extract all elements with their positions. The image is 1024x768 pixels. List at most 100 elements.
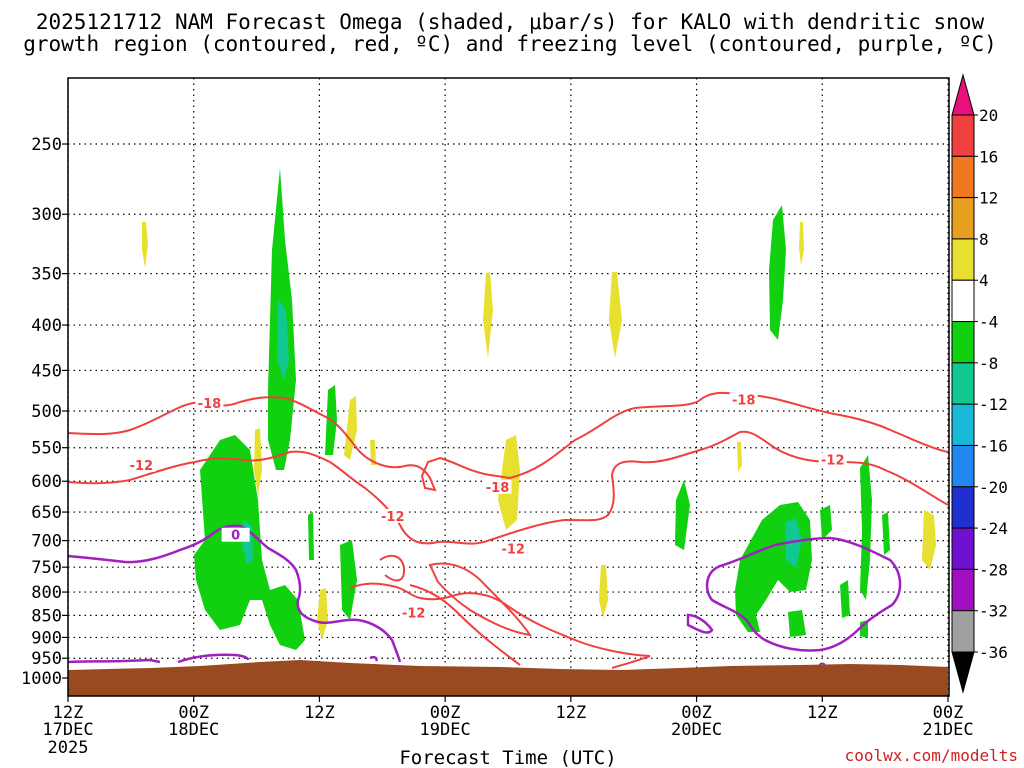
colorbar-bin bbox=[951, 610, 975, 653]
omega-area bbox=[788, 610, 806, 637]
omega-area bbox=[820, 505, 832, 540]
colorbar-bin bbox=[951, 568, 975, 612]
colorbar-bin bbox=[951, 279, 975, 323]
omega-area bbox=[317, 588, 328, 640]
omega-shaded-field bbox=[142, 168, 936, 650]
colorbar-bin bbox=[951, 114, 975, 157]
chart-title-line2: growth region (contoured, red, ºC) and f… bbox=[23, 32, 997, 56]
x-tick-label-date: 18DEC bbox=[168, 720, 219, 740]
contour-label: -12 bbox=[402, 606, 426, 621]
colorbar-bin bbox=[951, 155, 975, 199]
plot-border bbox=[67, 77, 950, 697]
y-tick-label: 600 bbox=[31, 472, 62, 492]
y-tick-label: 950 bbox=[31, 649, 62, 669]
colorbar-bin bbox=[951, 527, 975, 570]
y-tick-label: 450 bbox=[31, 361, 62, 381]
contour-minus12-red bbox=[67, 430, 949, 545]
omega-area bbox=[675, 480, 690, 550]
omega-area bbox=[254, 428, 262, 495]
y-tick-label: 850 bbox=[31, 606, 62, 626]
x-tick-label-date: 17DEC bbox=[42, 720, 93, 740]
contour-label-bg bbox=[399, 605, 428, 620]
colorbar-label: -32 bbox=[979, 602, 1008, 621]
plot-area bbox=[68, 78, 949, 696]
y-tick-label: 650 bbox=[31, 503, 62, 523]
omega-area bbox=[277, 300, 289, 380]
x-axis-title: Forecast Time (UTC) bbox=[399, 747, 616, 768]
colorbar-bin bbox=[951, 321, 975, 364]
omega-area bbox=[344, 396, 357, 460]
omega-area bbox=[142, 222, 148, 268]
x-tick-label-year: 2025 bbox=[48, 738, 89, 758]
colorbar-label: -28 bbox=[979, 560, 1008, 579]
contour-label-bg bbox=[483, 479, 512, 494]
omega-area bbox=[340, 540, 357, 620]
omega-area bbox=[785, 518, 802, 568]
y-tick-label: 500 bbox=[31, 402, 62, 422]
contour-label: -12 bbox=[821, 453, 845, 468]
contour-label: -18 bbox=[486, 481, 510, 496]
temperature-contours bbox=[67, 391, 949, 669]
omega-area bbox=[609, 272, 622, 358]
contour-label-bg bbox=[729, 392, 758, 407]
omega-area bbox=[769, 205, 786, 340]
omega-area bbox=[882, 512, 890, 555]
contour-label: -18 bbox=[732, 394, 756, 409]
contour-label-bg bbox=[378, 508, 407, 523]
omega-area bbox=[860, 455, 872, 600]
colorbar-label: 4 bbox=[979, 271, 989, 290]
x-tick-label-time: 00Z bbox=[681, 703, 712, 723]
contour-label: 0 bbox=[231, 529, 240, 544]
omega-area bbox=[483, 272, 493, 358]
contour-label-bg bbox=[195, 395, 224, 410]
x-tick-label-time: 12Z bbox=[807, 703, 838, 723]
omega-area bbox=[370, 440, 376, 465]
contour-label-bg bbox=[127, 457, 156, 472]
y-tick-label: 550 bbox=[31, 439, 62, 459]
colorbar-bin bbox=[951, 486, 975, 529]
omega-area bbox=[840, 580, 850, 618]
x-tick-label-time: 00Z bbox=[933, 703, 964, 723]
contour-0-purple-loop bbox=[686, 536, 902, 652]
colorbar-bin bbox=[951, 197, 975, 240]
colorbar-label: -16 bbox=[979, 436, 1008, 455]
watermark: coolwx.com/modelts bbox=[845, 746, 1018, 765]
x-tick-label-time: 12Z bbox=[53, 703, 84, 723]
chart-title-line1: 2025121712 NAM Forecast Omega (shaded, μ… bbox=[36, 10, 985, 34]
colorbar-bin bbox=[951, 403, 975, 446]
omega-area bbox=[308, 512, 314, 560]
y-axis: 2503003504004505005506006507007508008509… bbox=[21, 135, 68, 689]
x-tick-label-time: 00Z bbox=[430, 703, 461, 723]
x-tick-label-date: 20DEC bbox=[671, 720, 722, 740]
colorbar-bin bbox=[951, 238, 975, 281]
colorbar-label: 8 bbox=[979, 230, 989, 249]
y-tick-label: 700 bbox=[31, 532, 62, 552]
colorbar-label: -20 bbox=[979, 478, 1008, 497]
contour-label-bg bbox=[221, 527, 250, 542]
x-tick-label-date: 21DEC bbox=[922, 720, 973, 740]
x-tick-label-date: 19DEC bbox=[420, 720, 471, 740]
x-tick-label-time: 12Z bbox=[555, 703, 586, 723]
contour-minus18-red bbox=[67, 391, 949, 492]
colorbar-legend: 20 16 12 8 4 -4 -8 -12 -16 -20 -24 -28 -32 -36 bbox=[951, 73, 1008, 694]
contour-label-bg bbox=[818, 452, 847, 467]
colorbar-label: -4 bbox=[979, 313, 998, 332]
y-tick-label: 350 bbox=[31, 265, 62, 285]
x-tick-label-time: 00Z bbox=[178, 703, 209, 723]
colorbar-bin bbox=[951, 362, 975, 405]
colorbar-bin bbox=[951, 444, 975, 488]
y-tick-label: 300 bbox=[31, 205, 62, 225]
y-tick-label: 1000 bbox=[21, 669, 62, 689]
colorbar-label: -8 bbox=[979, 354, 998, 373]
contour-0-purple bbox=[67, 524, 402, 664]
x-tick-label-time: 12Z bbox=[304, 703, 335, 723]
omega-area bbox=[737, 442, 742, 472]
y-tick-label: 400 bbox=[31, 316, 62, 336]
terrain-surface bbox=[68, 660, 948, 696]
colorbar-label: 20 bbox=[979, 106, 998, 125]
colorbar-label: -36 bbox=[979, 643, 1008, 662]
colorbar-arrow-bottom bbox=[951, 651, 975, 694]
contour-minus12-lower-red bbox=[349, 554, 651, 669]
